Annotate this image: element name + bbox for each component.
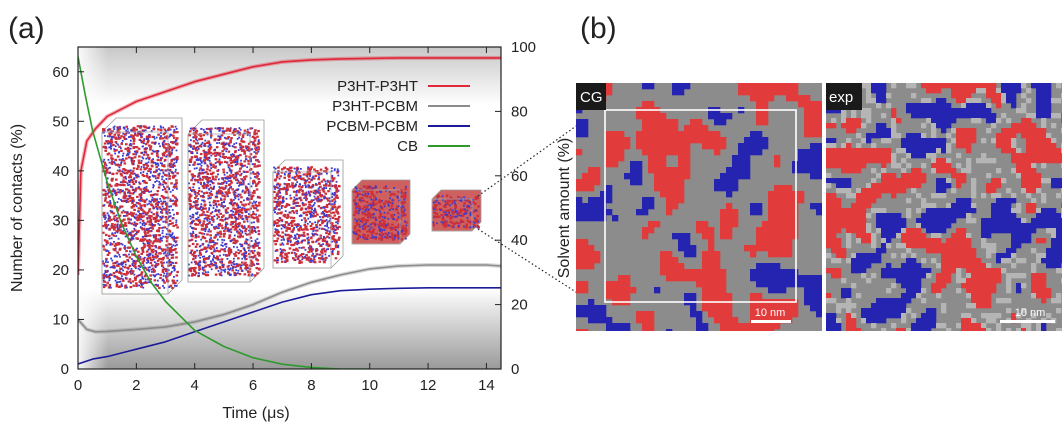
y2-axis-title: Solvent amount (%): [556, 138, 573, 279]
cg-morphology-map: [576, 83, 822, 331]
exp-tag-box: [826, 83, 862, 110]
inset-box-1: [187, 119, 265, 283]
legend-label-1: P3HT-PCBM: [332, 98, 418, 115]
y2-tick-label-0: 0: [511, 361, 519, 378]
plot-background: [78, 47, 501, 369]
y-tick-label-5: 50: [52, 113, 69, 130]
y-tick-label-3: 30: [52, 212, 69, 229]
cg-scale-bar: [751, 320, 791, 323]
legend-label-3: CB: [397, 138, 418, 155]
y2-tick-label-1: 20: [511, 297, 528, 314]
y-tick-label-2: 20: [52, 262, 69, 279]
inset-box-2: [272, 159, 344, 269]
inset-box-0: [101, 117, 183, 295]
y2-tick-label-3: 60: [511, 168, 528, 185]
exp-tag: exp: [829, 89, 853, 106]
x-tick-label-0: 0: [74, 377, 82, 394]
x-tick-label-4: 8: [307, 377, 315, 394]
chart-series: [78, 55, 501, 369]
cg-tag-box: [576, 83, 606, 110]
y-axis-title: Number of contacts (%): [9, 124, 26, 292]
chart-legend: P3HT-P3HT P3HT-PCBM PCBM-PCBM CB: [326, 78, 470, 155]
x-tick-label-1: 2: [132, 377, 140, 394]
y-tick-label-6: 60: [52, 64, 69, 81]
x-tick-label-5: 10: [361, 377, 378, 394]
y2-tick-label-4: 80: [511, 103, 528, 120]
y-tick-label-0: 0: [61, 361, 69, 378]
cg-selection-box: [604, 109, 797, 303]
x-tick-label-3: 6: [249, 377, 257, 394]
series-line-cb: [78, 56, 370, 369]
series-line-pcbm-pcbm: [78, 286, 501, 365]
chart-axes: 0 2 4 6 8 10 12 14 0 10 20 30 40 50 60 0 20 40 60 80 100: [52, 39, 536, 394]
morphology-insets: [101, 117, 482, 295]
legend-label-0: P3HT-P3HT: [337, 78, 418, 95]
legend-label-2: PCBM-PCBM: [326, 118, 418, 135]
panel-a-label: (a): [8, 12, 45, 45]
plot-background-highlight: [78, 47, 108, 369]
inset-box-4: [431, 189, 482, 232]
exp-morphology-map: [826, 83, 1062, 331]
panel-b-label: (b): [580, 12, 617, 45]
y-tick-label-1: 10: [52, 311, 69, 328]
series-line-p3ht-pcbm: [78, 264, 501, 333]
x-tick-label-7: 14: [478, 377, 495, 394]
series-line-p3ht-p3ht: [78, 57, 501, 275]
x-tick-label-6: 12: [420, 377, 437, 394]
zoom-connector-top: [477, 123, 580, 197]
zoom-connector-bottom: [477, 228, 580, 295]
plot-frame: [77, 46, 502, 370]
cg-tag: CG: [580, 89, 603, 106]
y-tick-label-4: 40: [52, 163, 69, 180]
cg-scale-label: 10 nm: [755, 307, 786, 319]
y2-tick-label-5: 100: [511, 39, 536, 56]
exp-scale-label: 10 nm: [1015, 307, 1046, 319]
x-tick-label-2: 4: [191, 377, 199, 394]
inset-box-3: [351, 179, 411, 245]
x-axis-title: Time (μs): [222, 405, 289, 422]
y2-tick-label-2: 40: [511, 232, 528, 249]
exp-scale-bar: [1000, 320, 1055, 323]
